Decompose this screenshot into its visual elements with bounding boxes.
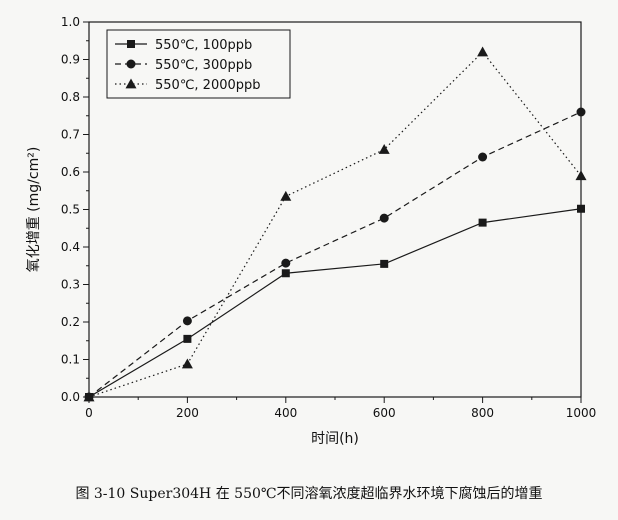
data-point (183, 334, 192, 343)
x-tick-label: 0 (85, 406, 93, 420)
data-point (577, 204, 585, 213)
series-2 (84, 107, 586, 402)
series-1 (85, 204, 585, 401)
y-tick-label: 0.7 (61, 128, 80, 142)
y-axis-label: 氧化增重 (mg/cm²) (26, 147, 42, 273)
y-tick-label: 0.1 (61, 353, 80, 367)
data-point (379, 213, 389, 223)
legend-entry-label: 550℃, 100ppb (155, 38, 252, 53)
oxidation-weight-gain-chart: 0.0 0.1 0.2 0.3 0.4 0.5 0.6 0.7 0.8 0.9 1.0 0 200 400… (26, 15, 597, 447)
data-point (378, 144, 390, 154)
series-3 (83, 46, 587, 402)
legend-marker (127, 40, 135, 48)
legend-entry-label: 550℃, 300ppb (155, 58, 252, 73)
data-point (182, 316, 192, 326)
y-tick-label: 0.3 (61, 278, 80, 292)
series-line (88, 208, 582, 398)
x-tick-label: 200 (176, 406, 199, 420)
x-tick-label: 1000 (566, 406, 597, 420)
data-point (83, 391, 95, 402)
x-tick-label: 800 (471, 406, 494, 420)
figure-caption: 图 3-10 Super304H 在 550℃不同溶氧浓度超临界水环境下腐蚀后的… (75, 486, 543, 502)
y-tick-label: 0.4 (61, 240, 80, 254)
data-point (281, 258, 291, 268)
y-tick-label: 0.0 (61, 390, 80, 404)
series-line (88, 51, 582, 398)
data-point (281, 269, 290, 278)
y-tick-label: 0.5 (61, 203, 80, 217)
data-point (478, 152, 488, 162)
data-point (181, 358, 193, 369)
x-tick-label: 600 (373, 406, 396, 420)
data-point (477, 46, 489, 57)
x-tick-label: 400 (274, 406, 297, 420)
y-tick-label: 0.6 (61, 165, 80, 179)
y-tick-label: 0.2 (61, 315, 80, 329)
data-point (575, 170, 587, 181)
y-tick-label: 0.8 (61, 90, 80, 104)
data-point (576, 107, 586, 117)
y-tick-label: 0.9 (61, 53, 80, 67)
data-point (280, 190, 292, 201)
data-point (380, 259, 389, 268)
legend-marker (126, 59, 136, 69)
data-point (478, 218, 487, 227)
y-tick-label: 1.0 (61, 15, 80, 29)
series-line (88, 111, 582, 398)
x-axis-label: 时间(h) (311, 431, 359, 447)
legend-marker (125, 78, 137, 89)
legend-entry-label: 550℃, 2000ppb (155, 78, 261, 93)
